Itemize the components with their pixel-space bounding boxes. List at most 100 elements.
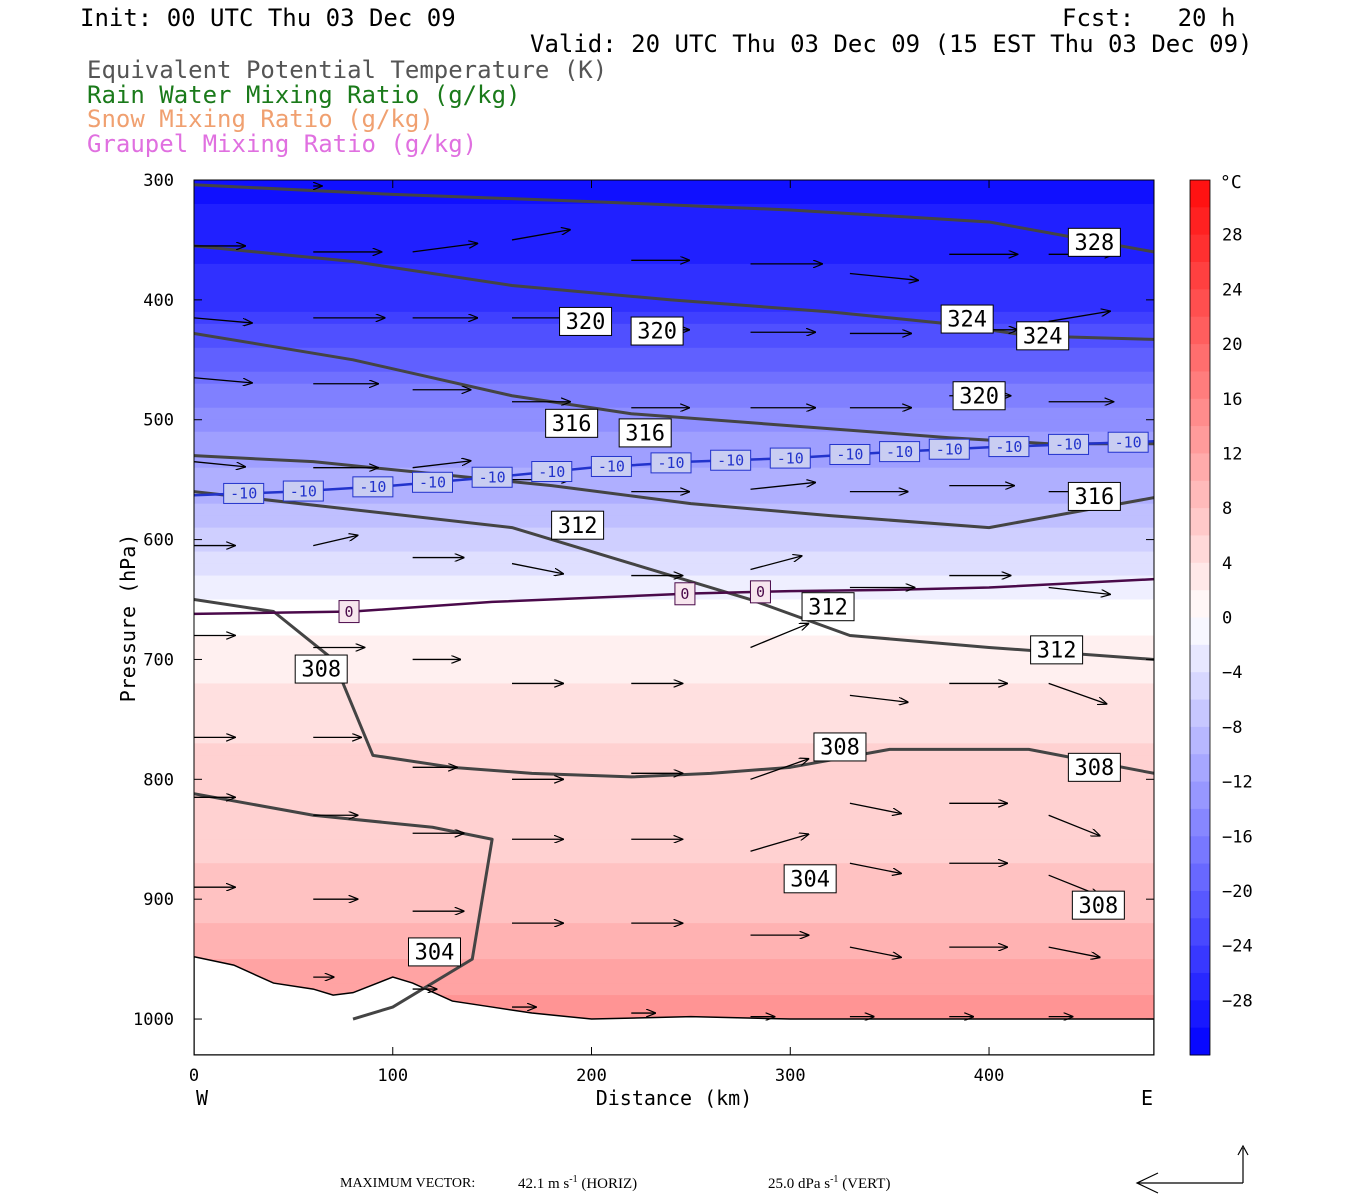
theta-e-contour-312 (194, 490, 1154, 661)
colorbar-tick-label: −20 (1222, 882, 1253, 902)
y-tick-label: 600 (143, 531, 174, 551)
colorbar-swatch (1190, 180, 1210, 208)
theta-e-label-304-box (407, 937, 461, 967)
colorbar-swatch (1190, 344, 1210, 372)
colorbar-swatch (1190, 754, 1210, 783)
colorbar-swatch (1190, 945, 1210, 974)
colorbar-tick-label: 4 (1222, 554, 1232, 574)
colorbar-swatch (1190, 1000, 1210, 1029)
theta-e-label-308: 308 (301, 658, 341, 683)
theta-e-label-308: 308 (1078, 894, 1118, 919)
isotherm-minus10-label: -10 (936, 440, 963, 458)
x-tick-label: 0 (189, 1066, 199, 1086)
isotherm-0-label-box (749, 580, 771, 604)
x-tick-label: 200 (576, 1066, 607, 1086)
temperature-band (194, 551, 1154, 565)
colorbar-tick-label: −28 (1222, 991, 1253, 1011)
isotherm-minus10-label-box (769, 447, 811, 469)
temperature-band (194, 263, 1154, 277)
max-vector-vert: 25.0 dPa s-1 (VERT) (768, 1174, 890, 1193)
horiz-value: 42.1 m s (518, 1176, 570, 1192)
theta-e-label-312-box (801, 592, 855, 622)
temperature-band (194, 731, 1154, 744)
temperature-band (194, 275, 1154, 289)
isotherm-minus10-label-box (710, 449, 752, 471)
wind-vector (1048, 311, 1110, 323)
temperature-band (194, 719, 1154, 732)
temperature-band (194, 887, 1154, 900)
colorbar-swatch (1190, 590, 1210, 618)
temperature-band (194, 959, 1154, 972)
isotherm-minus10-label-box (928, 438, 970, 460)
max-vector-horiz: 42.1 m s-1 (HORIZ) (518, 1174, 637, 1193)
wind-vector (1048, 586, 1110, 595)
wind-vector (313, 535, 357, 547)
isotherm-0-line (194, 577, 1154, 616)
x-right-end-label: E (1141, 1086, 1153, 1110)
isotherm-minus10-label: -10 (995, 438, 1022, 456)
temperature-band (194, 779, 1154, 792)
vert-tail: (VERT) (838, 1176, 891, 1192)
isotherm-minus10-label-box (1107, 431, 1149, 453)
y-tick-label: 300 (143, 171, 174, 191)
isotherm-minus10-label: -10 (538, 463, 565, 481)
legend-theta-e: Equivalent Potential Temperature (K) (87, 56, 608, 84)
temperature-fill (194, 180, 1154, 1055)
theta-e-label-304: 304 (790, 868, 830, 893)
y-axis-label: Pressure (hPa) (116, 534, 140, 703)
wind-vector (194, 317, 252, 323)
temperature-band (194, 695, 1154, 708)
colorbar-frame (1189, 179, 1211, 1056)
temperature-band (194, 527, 1154, 541)
temperature-band (194, 863, 1154, 876)
isotherm-minus10-label-box (352, 476, 394, 498)
theta-e-contour-308 (194, 598, 1154, 779)
wind-vector (849, 946, 901, 957)
colorbar-swatch (1190, 371, 1210, 400)
vert-value: 25.0 dPa s (768, 1176, 831, 1192)
wind-vector (849, 802, 901, 813)
horiz-tail: (HORIZ) (577, 1176, 638, 1192)
theta-e-label-316: 316 (552, 412, 592, 437)
colorbar-swatch (1190, 1027, 1210, 1056)
colorbar: 28 24 20 16 12 8 4 0 −4 −8 −12 −16 −20 −24 −28 (1189, 179, 1253, 1056)
legend-rain-water: Rain Water Mixing Ratio (g/kg) (87, 81, 521, 109)
isotherm-minus10-label-box (223, 482, 265, 504)
temperature-band (194, 791, 1154, 804)
theta-e-contour-328 (194, 183, 1154, 254)
wind-vector (194, 461, 245, 467)
wind-vector (849, 272, 918, 280)
theta-e-label-316-box (1067, 481, 1121, 511)
colorbar-swatch (1190, 972, 1210, 1001)
colorbar-swatch (1190, 617, 1210, 646)
colorbar-swatch (1190, 453, 1210, 482)
colorbar-tick-label: 12 (1222, 444, 1242, 464)
temperature-band (194, 947, 1154, 960)
y-tick-label: 400 (143, 291, 174, 311)
colorbar-swatch (1190, 508, 1210, 536)
theta-e-label-320-box (630, 316, 684, 346)
temperature-band (194, 299, 1154, 313)
temperature-band (194, 815, 1154, 828)
temperature-band (194, 683, 1154, 697)
temperature-band (194, 419, 1154, 433)
isotherm-minus10-label-box (988, 436, 1030, 458)
x-tick-label: 300 (775, 1066, 806, 1086)
theta-e-label-312-box (1030, 635, 1084, 665)
colorbar-tick-label: 28 (1222, 226, 1242, 246)
reference-vector-icon (1135, 1144, 1249, 1194)
colorbar-tick-label: −8 (1222, 718, 1242, 738)
isotherm-minus10-label-box (471, 466, 513, 488)
theta-e-label-320: 320 (566, 310, 606, 335)
wind-vector (412, 461, 471, 469)
theta-e-label-324: 324 (1023, 325, 1063, 350)
init-time: Init: 00 UTC Thu 03 Dec 09 (80, 4, 456, 32)
theta-e-label-316-box (618, 418, 672, 448)
colorbar-swatch (1190, 289, 1210, 318)
axes: 0 100 200 300 400 300 400 500 600 700 800 900 1000 (133, 171, 1154, 1086)
colorbar-swatch (1190, 398, 1210, 427)
temperature-band (194, 227, 1154, 241)
colorbar-tick-label: 20 (1222, 335, 1242, 355)
colorbar-tick-label: 16 (1222, 390, 1242, 410)
